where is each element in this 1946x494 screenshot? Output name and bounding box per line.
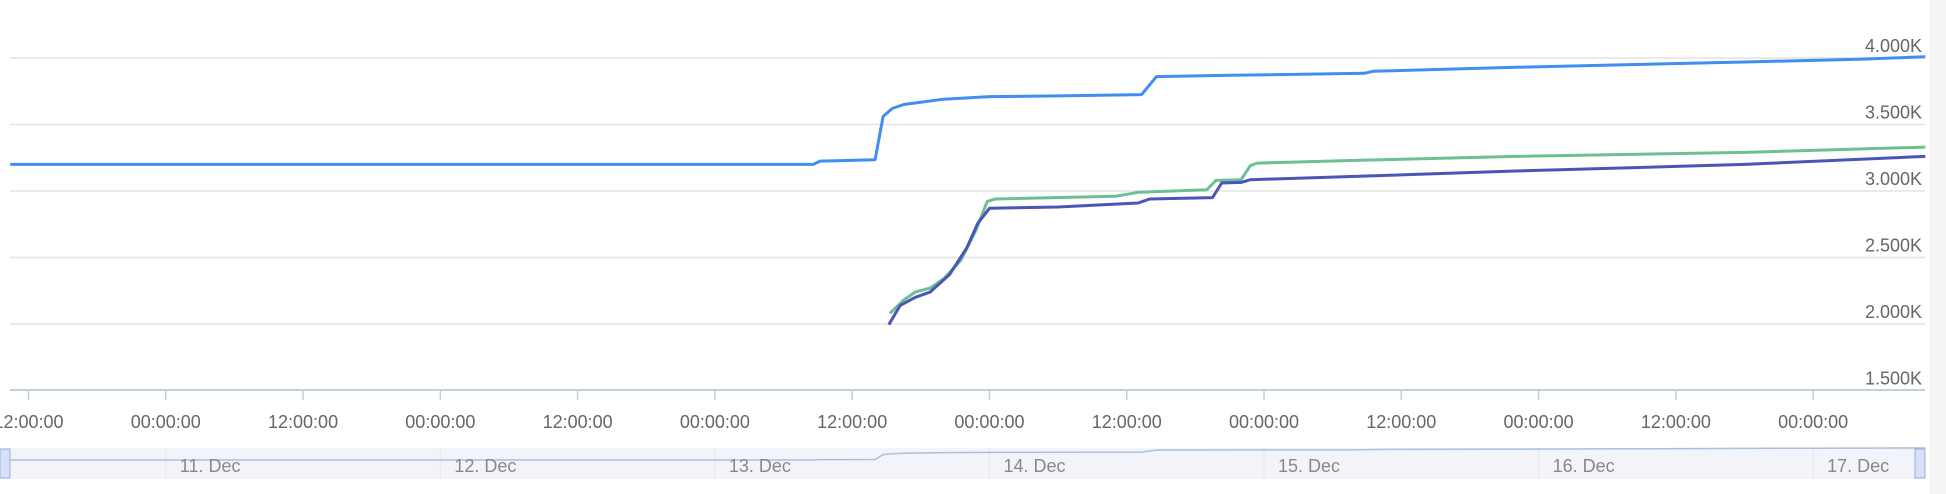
navigator-date-label: 16. Dec xyxy=(1553,456,1615,476)
navigator-grid xyxy=(165,448,1814,479)
x-tick-label: 00:00:00 xyxy=(405,412,475,432)
navigator-date-label: 13. Dec xyxy=(729,456,791,476)
y-tick-label: 3.000K xyxy=(1865,169,1922,189)
scrollbar-track[interactable] xyxy=(1930,0,1946,494)
x-tick-label: 12:00:00 xyxy=(817,412,887,432)
navigator-date-label: 15. Dec xyxy=(1278,456,1340,476)
x-tick-label: 00:00:00 xyxy=(1778,412,1848,432)
navigator-date-label: 17. Dec xyxy=(1827,456,1889,476)
x-tick-label: 00:00:00 xyxy=(680,412,750,432)
y-tick-label: 2.000K xyxy=(1865,302,1922,322)
x-tick-label: 12:00:00 xyxy=(543,412,613,432)
x-axis-ticks: 12:00:00 00:00:00 12:00:00 00:00:00 12:00:00… xyxy=(0,390,1848,432)
navigator[interactable]: 11. Dec 12. Dec 13. Dec 14. Dec 15. Dec 16. D… xyxy=(0,447,1926,479)
x-tick-label: 12:00:00 xyxy=(0,412,64,432)
y-tick-label: 3.500K xyxy=(1865,103,1922,123)
y-tick-label: 4.000K xyxy=(1865,36,1922,56)
navigator-date-label: 11. Dec xyxy=(180,456,241,476)
navigator-series xyxy=(10,447,1926,461)
y-tick-label: 2.500K xyxy=(1865,236,1922,256)
x-tick-label: 12:00:00 xyxy=(1641,412,1711,432)
x-tick-label: 12:00:00 xyxy=(1366,412,1436,432)
series-lines xyxy=(10,55,1926,326)
navigator-handle-left[interactable] xyxy=(0,448,11,479)
x-tick-label: 00:00:00 xyxy=(131,412,201,432)
navigator-handle-right[interactable] xyxy=(1914,448,1926,479)
x-tick-label: 12:00:00 xyxy=(1092,412,1162,432)
series-purple-line xyxy=(887,154,1926,326)
y-gridlines xyxy=(10,57,1925,325)
series-blue-line xyxy=(10,55,1926,166)
navigator-date-label: 12. Dec xyxy=(454,456,516,476)
y-axis-labels: 1.500K 2.000K 2.500K 3.000K 3.500K 4.000K xyxy=(1865,36,1922,389)
navigator-labels: 11. Dec 12. Dec 13. Dec 14. Dec 15. Dec 16. D… xyxy=(180,456,1889,476)
y-tick-label: 1.500K xyxy=(1865,369,1922,389)
x-tick-label: 12:00:00 xyxy=(268,412,338,432)
navigator-date-label: 14. Dec xyxy=(1003,456,1065,476)
x-tick-label: 00:00:00 xyxy=(1229,412,1299,432)
x-tick-label: 00:00:00 xyxy=(1504,412,1574,432)
series-green-line xyxy=(888,145,1926,315)
x-tick-label: 00:00:00 xyxy=(954,412,1024,432)
